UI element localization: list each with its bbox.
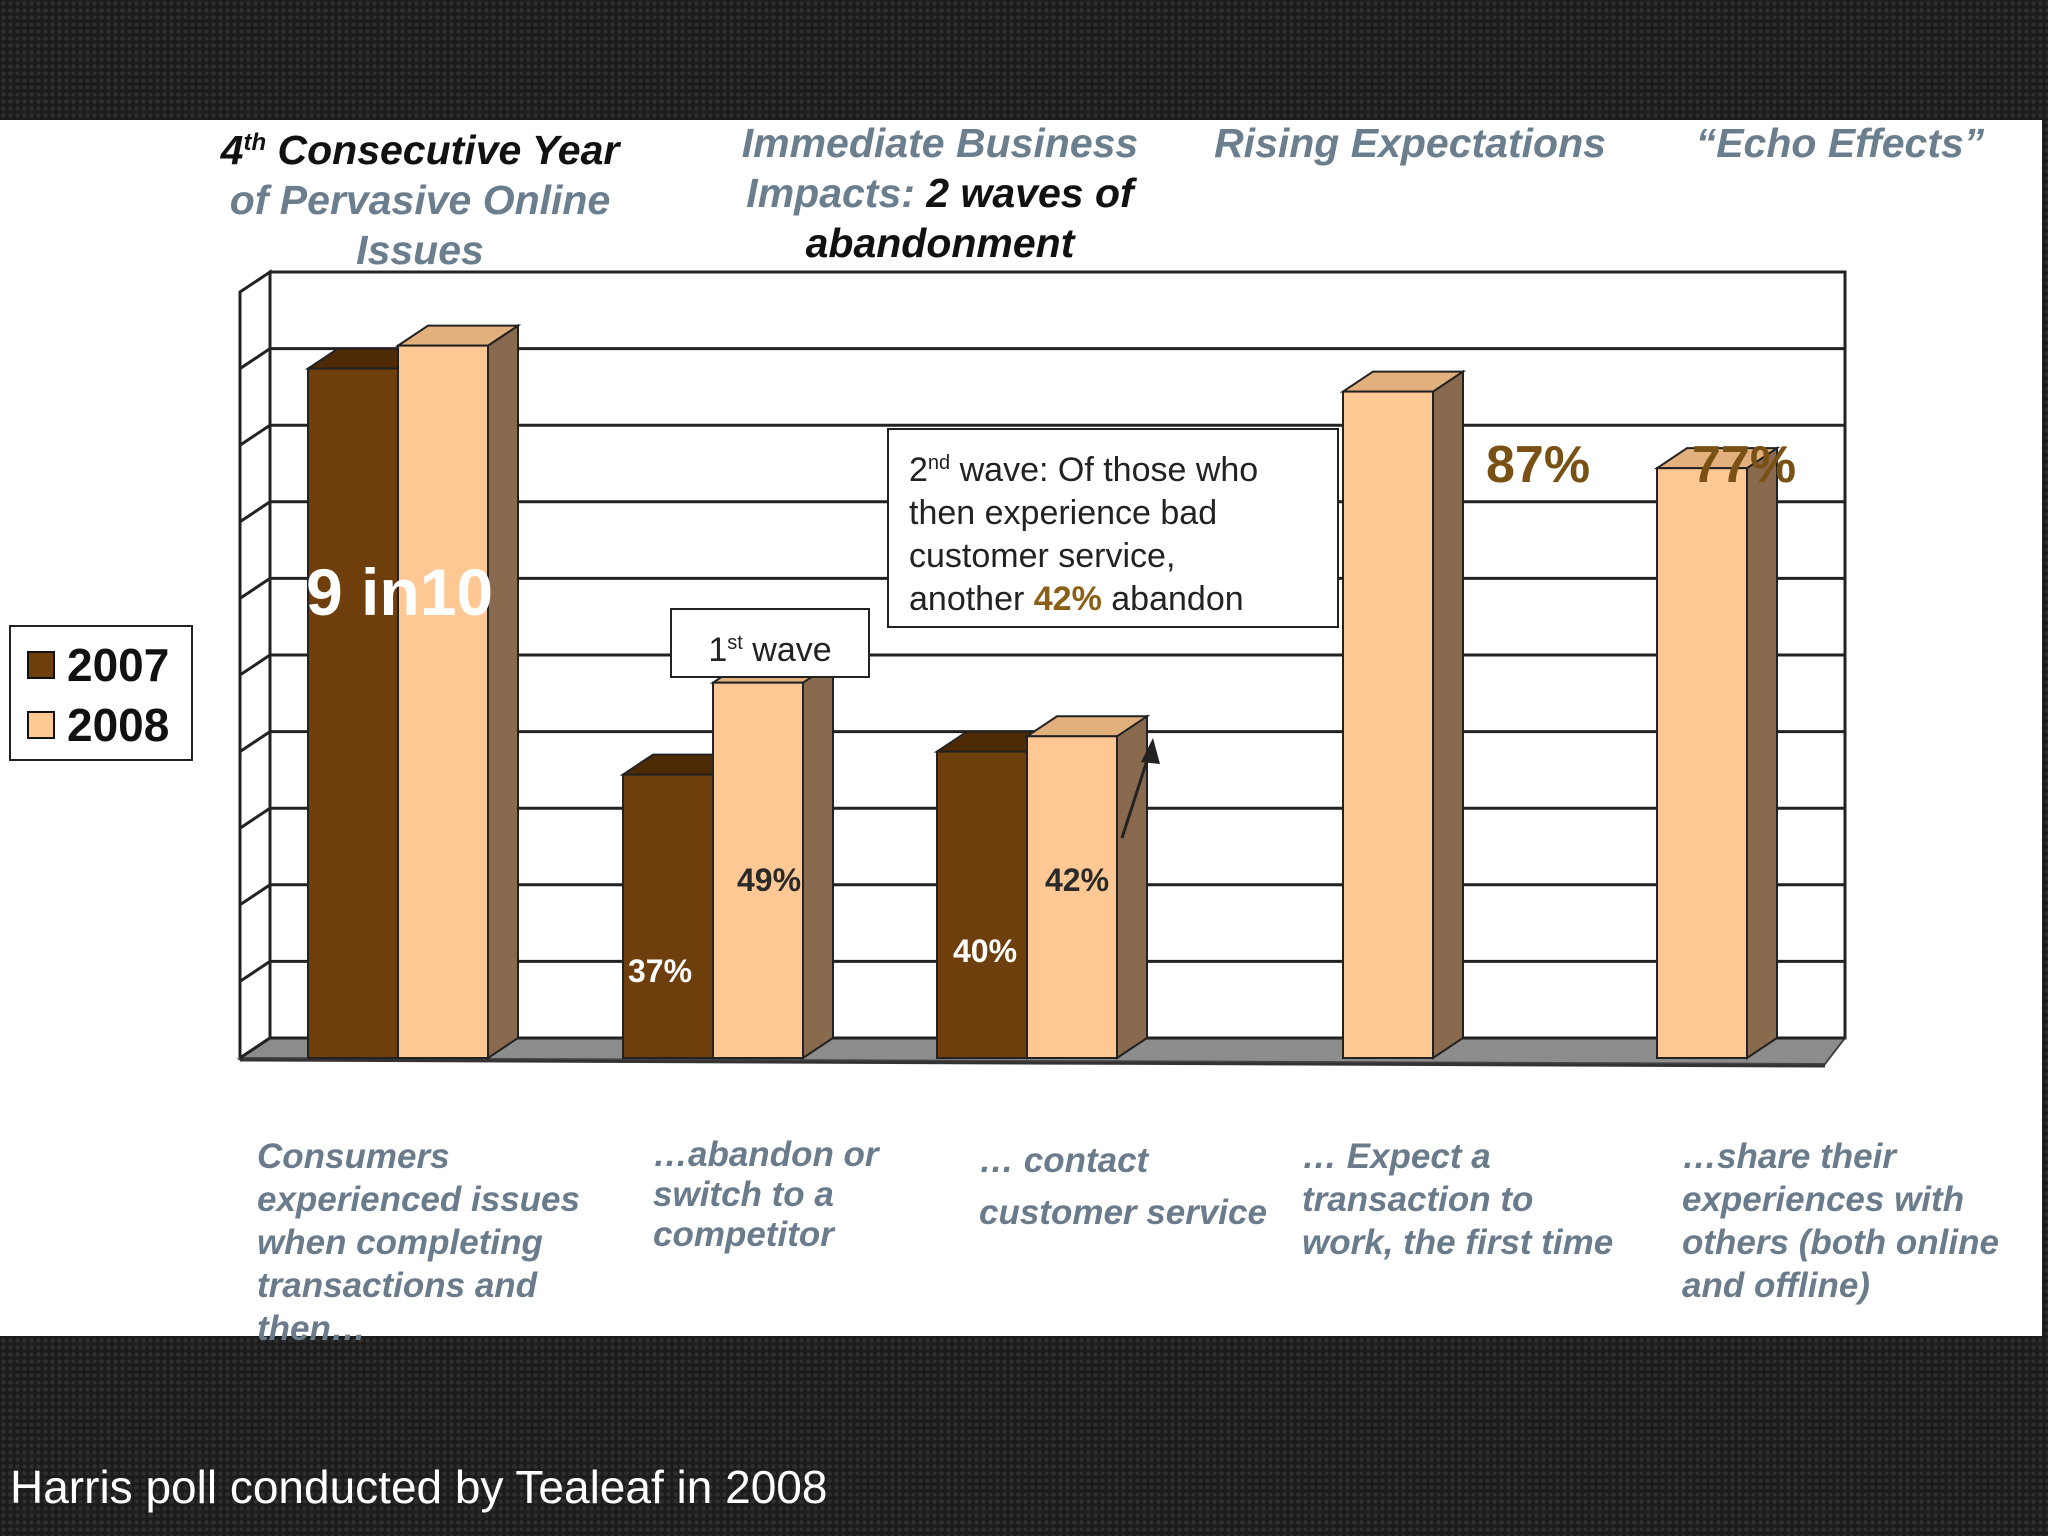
legend: 2007 2008 xyxy=(9,625,193,761)
bar-label: 87% xyxy=(1486,436,1590,494)
header-business-impacts: Immediate Business Impacts: 2 waves of a… xyxy=(741,120,1139,266)
gridline-side xyxy=(239,730,271,753)
category-label-share: …share their experiences with others (both… xyxy=(1682,1137,1999,1305)
bar-label: 37% xyxy=(628,953,692,989)
footer-source: Harris poll conducted by Tealeaf in 2008 xyxy=(10,1461,828,1513)
gridline-side xyxy=(239,577,271,600)
legend-item-2008: 2008 xyxy=(27,695,169,755)
callout-arrow-line xyxy=(1120,747,1153,839)
second-wave-callout: 2nd wave: Of those who then experience b… xyxy=(887,428,1339,628)
chart: 9 in10 37% 49% 40% 42% 87% 77% xyxy=(236,269,1848,1068)
bar-2008-cat3 xyxy=(1342,390,1434,1059)
legend-label-2008: 2008 xyxy=(67,699,170,751)
bar-label: 9 in10 xyxy=(306,555,493,629)
bar-2008-cat4-side xyxy=(1746,446,1778,1060)
gridline-side xyxy=(239,653,271,677)
bar-2007-cat2 xyxy=(936,750,1028,1059)
bar-label: 77% xyxy=(1692,436,1796,494)
bar-2008-cat1 xyxy=(712,681,804,1059)
category-label-issues: Consumers experienced issues when completi… xyxy=(257,1137,580,1348)
header-consecutive-year: 4th Consecutive Year of Pervasive Online… xyxy=(220,127,620,273)
category-label-contact: … contact customer service xyxy=(979,1141,1267,1232)
gridline-side xyxy=(239,960,271,983)
legend-swatch-2007 xyxy=(27,651,55,679)
gridline-side xyxy=(239,500,271,524)
category-label-abandon: …abandon or switch to a competitor xyxy=(653,1135,879,1254)
first-wave-callout: 1st wave xyxy=(670,608,870,678)
legend-label-2007: 2007 xyxy=(67,639,170,691)
legend-item-2007: 2007 xyxy=(27,635,169,695)
gridline-side xyxy=(239,347,271,370)
bar-2007-cat1 xyxy=(622,773,714,1060)
chart-floor-edge xyxy=(239,1058,1826,1068)
bar-2008-cat1-side xyxy=(802,660,834,1060)
header-echo-effects: “Echo Effects” xyxy=(1695,120,1985,166)
gridline-side xyxy=(239,883,271,907)
bar-2008-cat0 xyxy=(397,344,489,1059)
category-label-expect: … Expect a transaction to work, the first … xyxy=(1302,1137,1614,1262)
header-rising-expectations: Rising Expectations xyxy=(1214,120,1606,166)
bar-2008-cat2 xyxy=(1026,735,1118,1060)
callout-arrow-head xyxy=(1141,738,1160,764)
bar-2008-cat4 xyxy=(1656,467,1748,1059)
gridline-side xyxy=(239,806,271,830)
bar-2007-cat0 xyxy=(307,367,399,1060)
bar-label: 40% xyxy=(953,933,1017,969)
bar-label: 49% xyxy=(737,862,801,898)
slide: 9 in10 37% 49% 40% 42% 87% 77% 4th Consecutive… xyxy=(0,120,2042,1348)
bar-2008-cat3-side xyxy=(1432,369,1464,1060)
gridline-side xyxy=(239,423,271,447)
bar-label: 42% xyxy=(1045,862,1109,898)
bar-2008-cat0-side xyxy=(487,323,519,1060)
bar-2008-cat2-side xyxy=(1116,714,1148,1060)
gridline-side xyxy=(239,1036,271,1060)
legend-swatch-2008 xyxy=(27,711,55,739)
